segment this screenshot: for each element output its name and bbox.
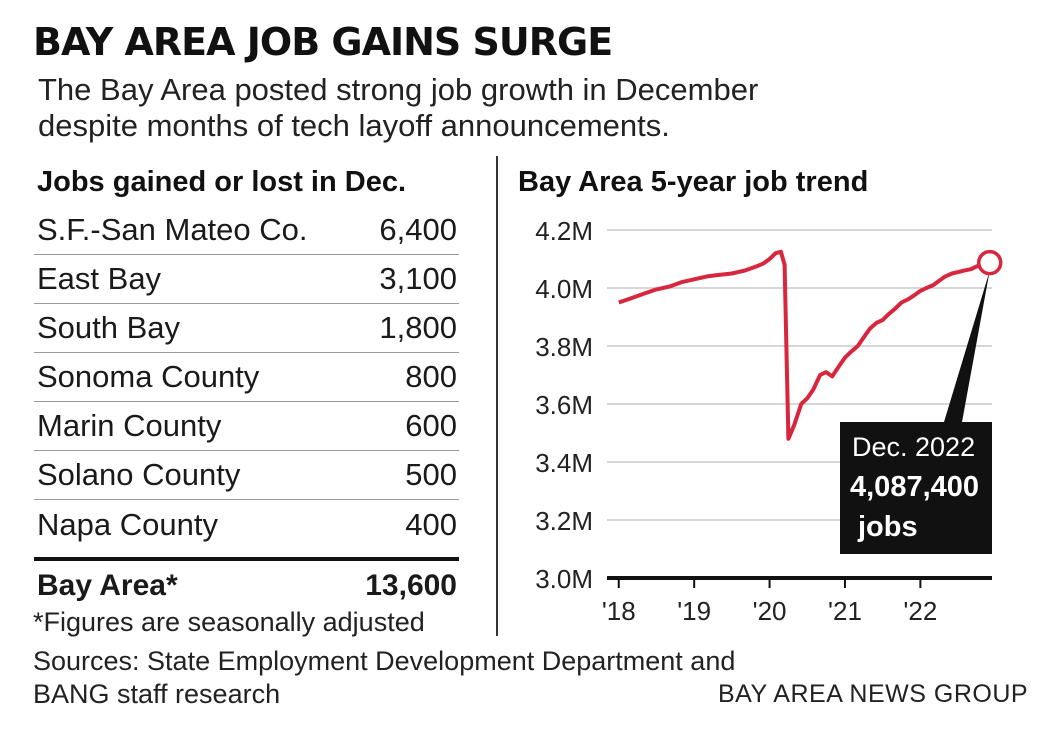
subhead: The Bay Area posted strong job growth in…	[38, 72, 759, 143]
callout-unit: jobs	[857, 511, 918, 543]
callout-value: 4,087,400	[850, 471, 979, 503]
y-tick-label: 3.6M	[535, 390, 593, 420]
row-value: 3,100	[379, 261, 457, 296]
column-divider	[496, 156, 498, 636]
row-value: 1,800	[379, 310, 457, 345]
y-tick-label: 4.0M	[535, 274, 593, 304]
table-row: Solano County 500	[34, 451, 459, 500]
highlight-marker	[976, 249, 1003, 276]
row-value: 400	[405, 506, 457, 542]
x-tick-label: '18	[602, 596, 636, 626]
row-value: 600	[405, 408, 457, 443]
row-label: South Bay	[37, 310, 181, 345]
x-tick-label: '20	[753, 596, 787, 626]
row-value: 500	[405, 457, 457, 492]
callout-box	[840, 422, 992, 554]
line-chart: 4.2M 4.0M 3.8M 3.6M 3.4M 3.2M 3.0M '18 '19 '20 '21…	[535, 216, 1003, 626]
credit: BAY AREA NEWS GROUP	[718, 680, 1029, 708]
row-value: 6,400	[379, 212, 457, 247]
sources: Sources: State Employment Development De…	[33, 646, 736, 709]
table-title: Jobs gained or lost in Dec.	[37, 166, 407, 198]
callout-date: Dec. 2022	[852, 432, 975, 462]
x-tick-label: '22	[903, 596, 937, 626]
table-row: Sonoma County 800	[34, 353, 459, 402]
callout-pointer	[944, 270, 990, 422]
jobs-table: S.F.-San Mateo Co. 6,400 East Bay 3,100 …	[34, 206, 459, 549]
row-label: Napa County	[37, 506, 218, 542]
y-tick-label: 3.8M	[535, 332, 593, 362]
series-line	[618, 249, 991, 441]
row-label: S.F.-San Mateo Co.	[37, 212, 308, 247]
total-value: 13,600	[365, 569, 457, 602]
x-tick-label: '21	[828, 596, 862, 626]
row-label: Solano County	[37, 457, 241, 492]
y-tick-label: 4.2M	[535, 216, 593, 246]
row-value: 800	[405, 359, 457, 394]
x-tick-label: '19	[677, 596, 711, 626]
row-label: East Bay	[37, 261, 162, 296]
row-label: Sonoma County	[37, 359, 260, 394]
table-row: Marin County 600	[34, 402, 459, 451]
table-row: S.F.-San Mateo Co. 6,400	[34, 206, 459, 255]
total-row: Bay Area* 13,600	[34, 557, 459, 603]
table-row: East Bay 3,100	[34, 255, 459, 304]
y-tick-label: 3.0M	[535, 564, 593, 594]
chart-title: Bay Area 5-year job trend	[518, 166, 869, 198]
table-row: Napa County 400	[34, 500, 459, 549]
headline: BAY AREA JOB GAINS SURGE	[33, 20, 613, 64]
table-row: South Bay 1,800	[34, 304, 459, 353]
y-tick-label: 3.2M	[535, 506, 593, 536]
row-label: Marin County	[37, 408, 222, 443]
total-label: Bay Area*	[37, 569, 178, 602]
footnote: *Figures are seasonally adjusted	[33, 607, 425, 637]
y-tick-label: 3.4M	[535, 448, 593, 478]
